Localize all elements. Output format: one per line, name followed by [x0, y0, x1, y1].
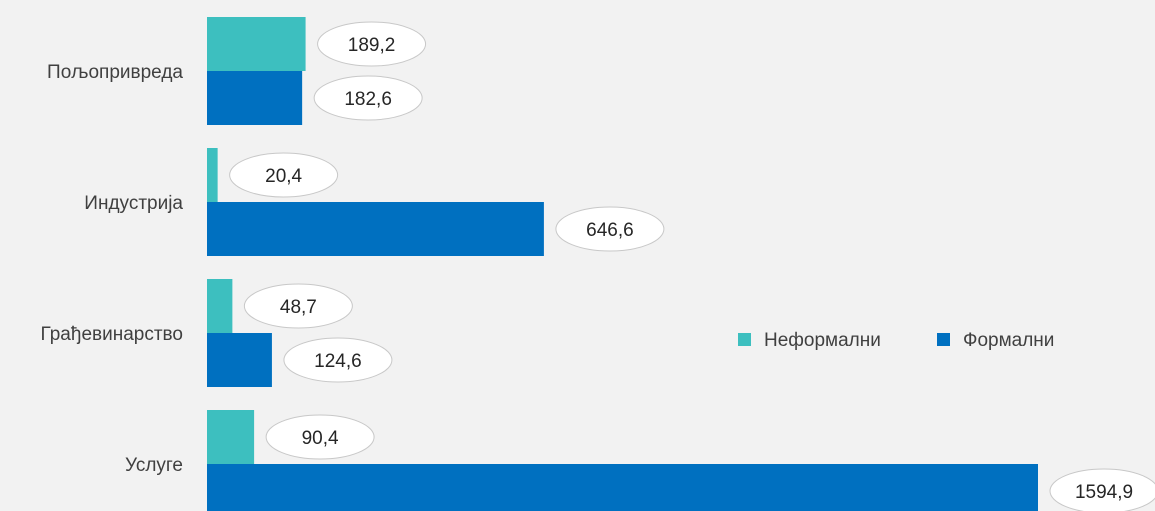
data-label: 124,6 — [283, 337, 393, 383]
category-label: Грађевинарство — [41, 324, 183, 345]
data-label-bubble — [555, 206, 665, 252]
formal-bar — [207, 333, 272, 387]
data-label-bubble — [243, 283, 353, 329]
data-label-text: 646,6 — [586, 220, 634, 241]
legend-label: Неформални — [764, 330, 881, 351]
data-label-bubble — [317, 21, 427, 67]
informal-bar — [207, 17, 306, 71]
data-label-bubble — [313, 75, 423, 121]
data-label: 182,6 — [313, 75, 423, 121]
data-label-text: 124,6 — [314, 351, 362, 372]
legend: Неформални Формални — [738, 330, 1054, 351]
legend-swatch — [937, 333, 950, 346]
informal-bar — [207, 148, 218, 202]
data-label: 1594,9 — [1049, 468, 1155, 511]
formal-bar — [207, 71, 303, 125]
data-label: 90,4 — [265, 414, 375, 460]
data-label-bubble — [265, 414, 375, 460]
category-labels: Пољопривреда Индустрија Грађевинарство Услу… — [41, 62, 184, 476]
data-label-text: 20,4 — [265, 166, 302, 187]
data-label-bubble — [229, 152, 339, 198]
data-label-text: 48,7 — [280, 297, 317, 318]
formal-bar — [207, 202, 544, 256]
data-label-bubble — [1049, 468, 1155, 511]
data-label: 646,6 — [555, 206, 665, 252]
informal-bar — [207, 279, 233, 333]
data-label-text: 182,6 — [344, 89, 392, 110]
category-label: Услуге — [125, 455, 183, 476]
data-label-text: 1594,9 — [1075, 482, 1133, 503]
category-label: Пољопривреда — [47, 62, 183, 83]
bars — [207, 17, 1038, 511]
legend-swatch — [738, 333, 751, 346]
legend-label: Формални — [963, 330, 1054, 351]
data-label: 48,7 — [243, 283, 353, 329]
data-label-bubble — [283, 337, 393, 383]
data-label-text: 90,4 — [302, 428, 339, 449]
data-label: 189,2 — [317, 21, 427, 67]
formal-bar — [207, 464, 1038, 511]
value-labels: 189,2 182,6 20,4 646,6 48,7 124,6 90,4 1594,9 — [229, 21, 1155, 511]
data-label-text: 189,2 — [348, 35, 396, 56]
category-label: Индустрија — [84, 193, 183, 214]
informal-bar — [207, 410, 255, 464]
data-label: 20,4 — [229, 152, 339, 198]
